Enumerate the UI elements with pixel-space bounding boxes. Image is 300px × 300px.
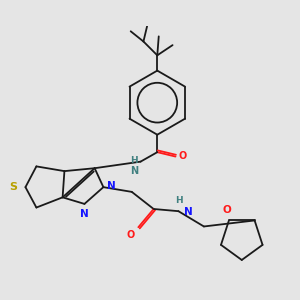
Text: O: O — [178, 151, 186, 161]
Text: S: S — [9, 182, 17, 192]
Text: N: N — [107, 181, 116, 191]
Text: H: H — [175, 196, 183, 206]
Text: H: H — [130, 156, 138, 165]
Text: N: N — [130, 166, 138, 176]
Text: N: N — [80, 209, 89, 219]
Text: N: N — [184, 207, 192, 217]
Text: O: O — [223, 206, 232, 215]
Text: O: O — [127, 230, 135, 240]
